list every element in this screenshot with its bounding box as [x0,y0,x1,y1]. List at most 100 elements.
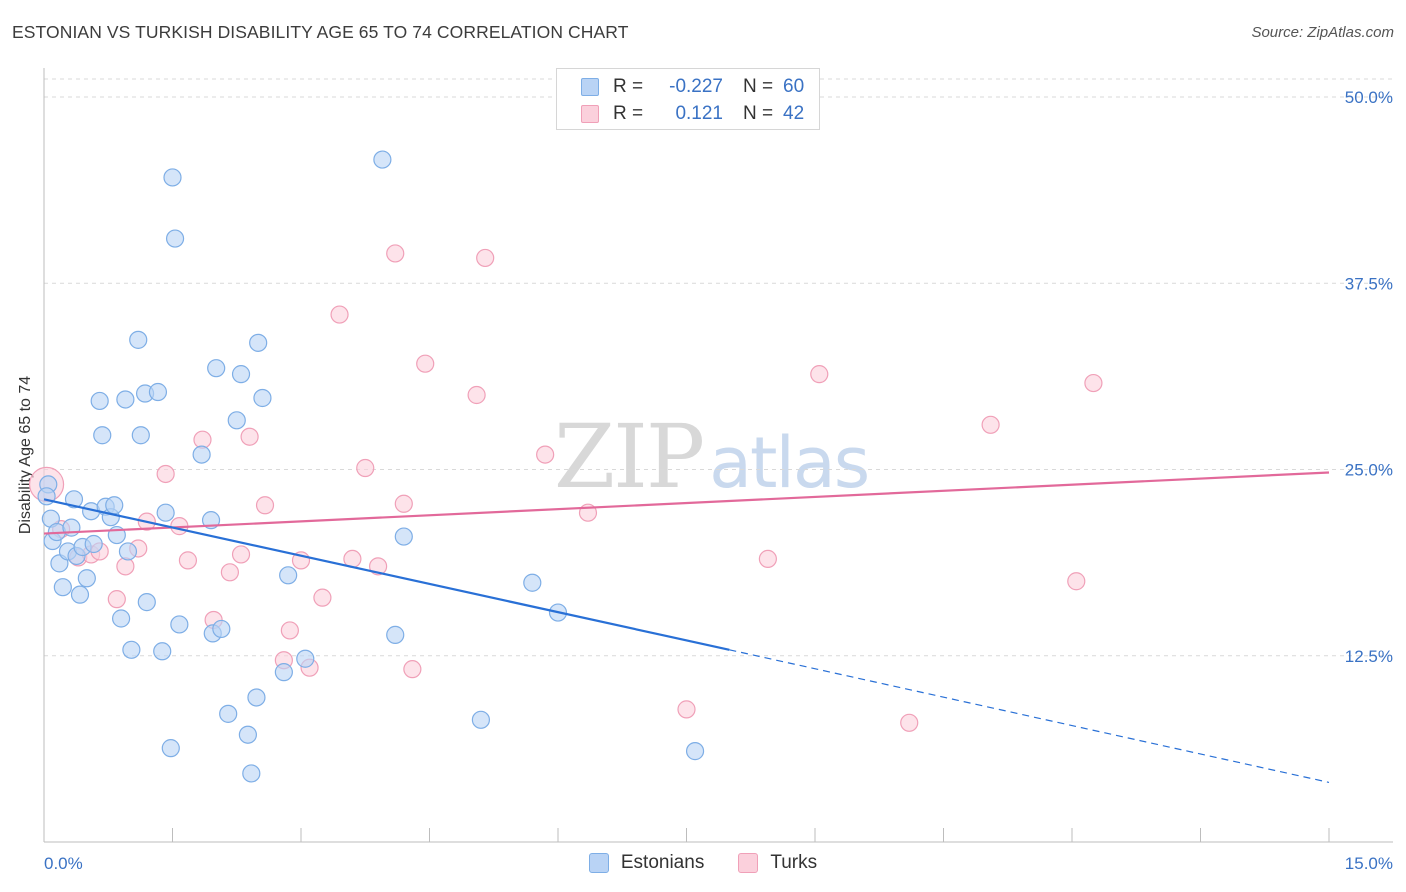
legend-item-turks: Turks [738,852,817,874]
legend-swatch-turks [581,105,599,123]
legend-n-value: 42 [783,103,805,124]
y-tick-label: 50.0% [1345,88,1393,107]
estonian-point [116,390,135,409]
estonian-point [90,391,109,411]
legend-r-value: 0.121 [675,103,723,124]
watermark-atlas: atlas [709,422,870,504]
estonians-trend-extension [729,649,1330,783]
source-label: Source: ZipAtlas.com [1251,24,1394,41]
correlation-legend: R = -0.227 N = 60 R = 0.121 N = 42 [556,68,820,130]
estonian-point [111,609,131,628]
legend-r-label: R = [613,76,644,97]
estonians-trend-line [43,498,730,651]
estonian-point [219,704,238,723]
turk-point [981,415,1000,434]
estonian-point [373,150,392,169]
legend-label-turks: Turks [770,852,818,873]
turks-trend-line [43,471,1330,535]
legend-n-value: 60 [783,76,805,97]
estonian-point [148,382,168,402]
legend-n-label: N = [743,103,774,124]
series-legend: Estonians Turks [0,852,1406,874]
y-tick-label: 25.0% [1345,461,1393,480]
watermark: ZIPatlas [554,405,870,508]
chart-title: ESTONIAN VS TURKISH DISABILITY AGE 65 TO… [12,22,629,42]
turk-point [255,496,275,515]
turk-point [677,700,696,719]
estonian-point [231,365,251,384]
legend-r-value: -0.227 [669,76,723,97]
estonian-point [70,585,90,604]
turk-point [116,557,135,576]
turk-point [758,549,777,569]
estonian-point [394,527,413,546]
estonian-point [249,333,268,352]
estonian-point [53,578,72,597]
estonian-point [122,640,141,659]
estonian-point [137,593,156,612]
estonian-point [238,725,257,744]
estonian-point [227,411,246,430]
estonian-point [274,663,293,682]
estonian-point [523,573,542,592]
estonian-point [129,330,148,349]
estonian-point [163,168,182,187]
x-tick-label: 15.0% [1345,854,1393,873]
estonian-point [156,503,175,522]
estonian-point [253,388,272,408]
turk-point [178,551,198,570]
estonian-point [242,764,261,783]
turk-point [467,385,486,405]
turk-point [394,494,413,513]
legend-swatch-estonians [588,853,609,873]
legend-swatch-estonians [581,78,599,96]
turk-point [1084,373,1103,393]
turk-point [476,248,495,268]
estonian-point [84,534,103,554]
estonian-point [165,229,185,248]
legend-n-label: N = [743,76,774,97]
estonian-point [279,566,298,585]
estonian-point [118,542,138,561]
estonian-point [207,359,226,378]
turk-point [231,545,251,564]
turk-point [369,557,388,576]
turk-point [240,427,259,446]
estonian-point [105,496,124,515]
turk-point [313,588,332,607]
estonian-point [296,649,315,668]
estonian-point [64,490,84,509]
turk-point [1067,572,1086,591]
estonian-point [247,688,266,707]
estonian-point [471,710,490,729]
estonian-point [386,625,405,644]
legend-row-turks: R = 0.121 N = 42 [581,102,804,126]
turk-point [416,354,435,373]
estonian-point [93,426,112,445]
x-tick-label: 0.0% [44,854,83,873]
turk-point [403,660,422,679]
estonian-point [212,619,231,639]
estonian-point [685,742,705,761]
estonian-point [77,569,96,588]
turk-point [220,563,239,582]
legend-swatch-turks [738,853,759,873]
turk-point [900,713,919,732]
legend-row-estonians: R = -0.227 N = 60 [581,75,804,99]
legend-label-estonians: Estonians [620,852,705,873]
turk-point [330,305,349,324]
turk-point [810,365,829,384]
turk-point [280,621,299,640]
legend-item-estonians: Estonians [588,852,705,874]
estonian-point [153,642,172,661]
turk-point [107,590,126,609]
turk-point [156,464,175,484]
turk-point [356,458,375,478]
estonian-point [131,426,150,445]
turk-point [536,445,555,464]
legend-r-label: R = [613,103,644,124]
turk-point [386,244,405,263]
watermark-zip: ZIP [554,405,705,508]
estonian-point [170,615,189,634]
